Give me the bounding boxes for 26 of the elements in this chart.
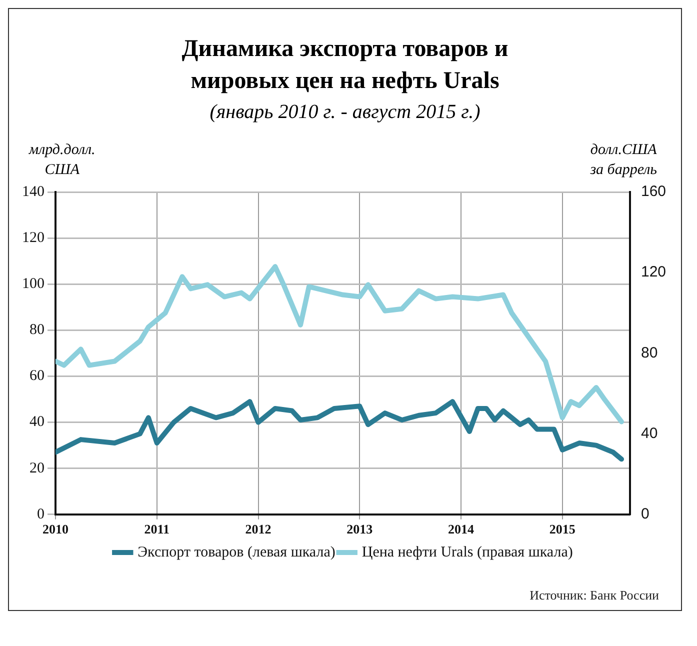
- chart-title: Динамика экспорта товаров и мировых цен на нефть Urals: [180, 35, 510, 96]
- legend-label: Цена нефти Urals (правая шкала): [362, 544, 573, 560]
- x-tick-label: 2015: [549, 522, 576, 537]
- y2-tick-label: 160: [640, 183, 666, 200]
- legend-label: Экспорт товаров (левая шкала): [138, 544, 336, 560]
- chart-subtitle: (январь 2010 г. - август 2015 г.): [208, 101, 482, 124]
- y2-tick-label: 0: [640, 506, 650, 523]
- x-tick-label: 2010: [42, 522, 68, 537]
- y2-axis-title: долл.США за баррель: [590, 141, 657, 180]
- y-axis-title: млрд.долл. США: [29, 141, 96, 180]
- y2-tick-label: 80: [640, 344, 658, 362]
- y-tick-label: 120: [22, 230, 44, 246]
- x-tick-label: 2013: [346, 522, 374, 537]
- y-tick-label: 60: [30, 368, 44, 384]
- y-tick-label: 80: [30, 322, 44, 338]
- y2-tick-label: 120: [640, 264, 666, 281]
- x-tick-label: 2012: [245, 522, 272, 537]
- y-tick-label: 40: [30, 414, 44, 430]
- y-tick-label: 140: [22, 184, 44, 200]
- x-tick-label: 2014: [448, 522, 475, 537]
- y2-tick-label: 40: [640, 424, 658, 442]
- y-tick-label: 0: [37, 506, 44, 522]
- x-tick-label: 2011: [144, 522, 170, 537]
- y-tick-label: 20: [30, 460, 44, 476]
- y-tick-label: 100: [22, 276, 44, 292]
- text: Источник: Банк России: [530, 587, 660, 602]
